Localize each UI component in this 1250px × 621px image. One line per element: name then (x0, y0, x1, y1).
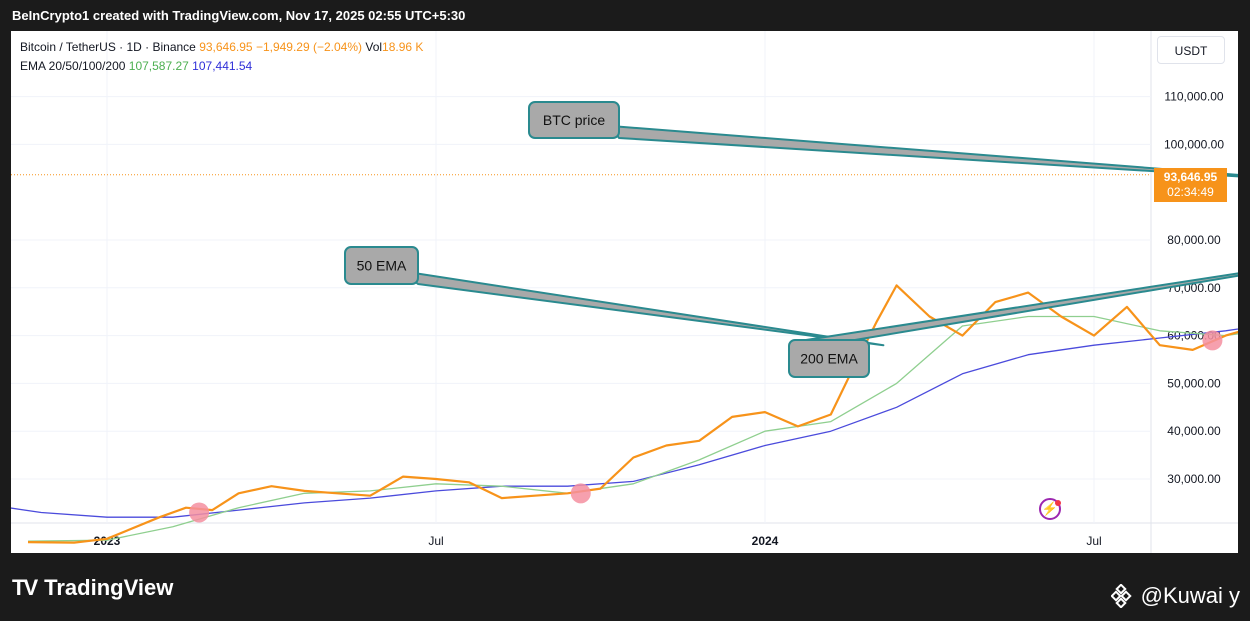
callout-200-ema: 200 EMA (788, 272, 1238, 378)
price-chart[interactable]: 30,000.0040,000.0050,000.0060,000.0070,0… (11, 31, 1238, 553)
currency-selector[interactable]: USDT (1157, 36, 1225, 64)
price-change: −1,949.29 (−2.04%) (255, 40, 363, 54)
y-tick-label: 100,000.00 (1164, 137, 1224, 151)
tv-logo-icon: TV (12, 575, 38, 600)
price-tag-value: 93,646.95 (1163, 170, 1218, 184)
x-tick-label: 2023 (94, 534, 121, 548)
tradingview-logo: TV TradingView (12, 575, 173, 601)
ema-value-50: 107,587.27 (128, 59, 189, 73)
ema-200-line (11, 328, 1238, 518)
diamond-logo-icon (1110, 584, 1132, 608)
x-tick-label: 2024 (752, 534, 779, 548)
y-tick-label: 80,000.00 (1167, 233, 1221, 247)
bar-countdown: 02:34:49 (1167, 185, 1214, 199)
volume-value: 18.96 K (382, 40, 424, 54)
watermark-text: @Kuwai y (1140, 583, 1240, 608)
ema-value-200: 107,441.54 (192, 59, 253, 73)
callout-box (344, 246, 419, 285)
chart-frame[interactable]: 30,000.00 40,000.00 50,000.00 60,000.00 70,0… (11, 31, 1238, 553)
callout-pointer (610, 125, 1238, 178)
last-price-tag: 93,646.95 02:34:49 (1154, 168, 1227, 202)
created-by-line: BeInCrypto1 created with TradingView.com… (12, 8, 466, 23)
watermark: @Kuwai y (1110, 583, 1240, 609)
y-tick-label: 110,000.00 (1164, 90, 1223, 104)
brand-name: TradingView (44, 575, 174, 600)
volume-label: Vol (365, 40, 383, 54)
legend-ema-row: EMA 20/50/100/200 107,587.27 107,441.54 (20, 59, 252, 73)
callout-pointer (400, 270, 885, 347)
notification-dot-icon (1055, 500, 1061, 506)
crossover-marker (189, 502, 210, 523)
callout-label: BTC price (543, 112, 605, 128)
btc-price-line (27, 284, 1238, 544)
legend-symbol-row: Bitcoin / TetherUS · 1D · Binance 93,646… (20, 40, 423, 54)
symbol-label[interactable]: Bitcoin / TetherUS · 1D · Binance (20, 40, 196, 54)
callout-btc-price: BTC price (528, 101, 1238, 178)
callout-box (528, 101, 620, 139)
crossover-marker (1202, 330, 1223, 351)
callout-label: 50 EMA (357, 258, 407, 274)
callout-label: 200 EMA (800, 351, 858, 367)
x-tick-label: Jul (1086, 534, 1101, 548)
ema-label[interactable]: EMA 20/50/100/200 (20, 59, 126, 73)
crossover-marker (570, 483, 591, 504)
x-tick-label: Jul (428, 534, 443, 548)
callout-50-ema: 50 EMA (344, 246, 885, 347)
y-tick-label: 40,000.00 (1167, 424, 1221, 438)
y-tick-label: 50,000.00 (1167, 376, 1221, 390)
last-price: 93,646.95 (199, 40, 253, 54)
y-tick-label: 30,000.00 (1167, 472, 1221, 486)
callout-box (788, 339, 870, 378)
